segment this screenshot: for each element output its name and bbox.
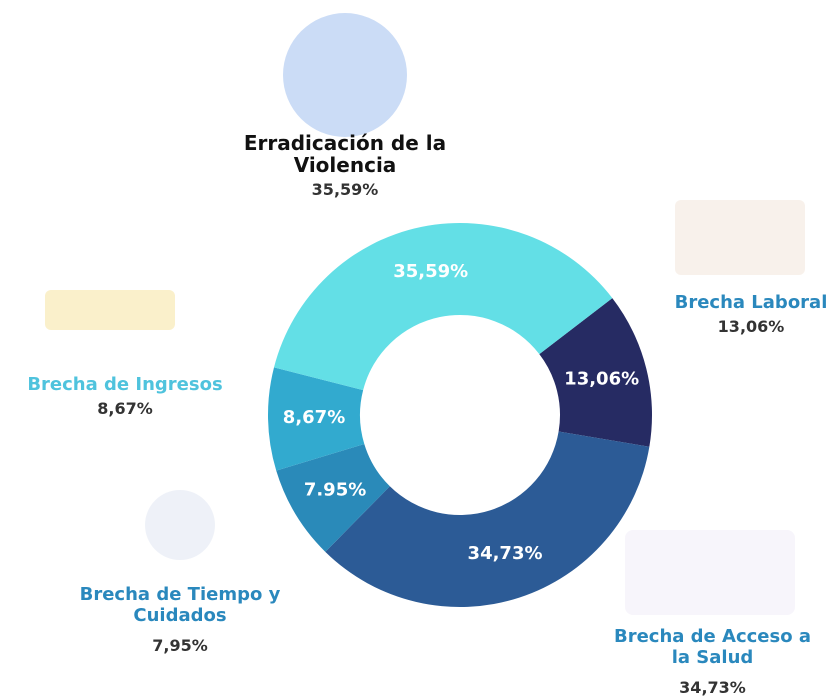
callout-value: 34,73% (679, 678, 746, 697)
callout-value: 7,95% (152, 636, 208, 655)
callout: Brecha de Tiempo y Cuidados 7,95% (70, 584, 290, 655)
category-label: Brecha de Acceso a la Salud (613, 626, 812, 668)
value-label: 34,73% (468, 543, 543, 564)
donut-segment (276, 443, 390, 552)
callout: Erradicación de la Violencia 35,59% (240, 132, 450, 199)
value-label: 35,59% (393, 261, 468, 282)
donut-segment (539, 298, 653, 447)
value-label: 13,06% (564, 369, 639, 390)
value-label: 7.95% (304, 480, 366, 501)
donut-segment (274, 223, 613, 391)
category-label: Brecha de Ingresos (27, 374, 223, 395)
callout-value: 13,06% (717, 317, 785, 336)
callout: Brecha Laboral 13,06% (665, 292, 837, 336)
category-label: Erradicación de la Violencia (243, 131, 447, 177)
category-label: Brecha de Tiempo y Cuidados (79, 584, 281, 626)
callout: Brecha de Ingresos 8,67% (5, 374, 245, 418)
callout: Brecha de Acceso a la Salud 34,73% (605, 626, 820, 697)
callout-value: 8,67% (97, 399, 153, 418)
value-label: 8,67% (283, 407, 345, 428)
illustration (45, 13, 805, 615)
donut-segment (325, 431, 650, 607)
callout-value: 35,59% (311, 180, 379, 199)
category-label: Brecha Laboral (674, 292, 828, 313)
donut-segment (268, 367, 365, 471)
